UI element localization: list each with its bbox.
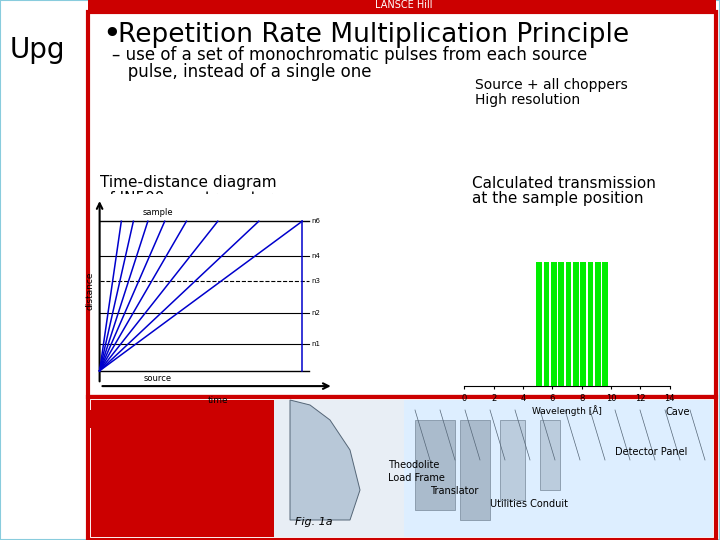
Text: Time-distance diagram: Time-distance diagram <box>100 176 276 191</box>
Text: – use of a set of monochromatic pulses from each source: – use of a set of monochromatic pulses f… <box>112 46 588 64</box>
X-axis label: Wavelength [Å]: Wavelength [Å] <box>532 406 602 416</box>
Bar <box>603 262 608 386</box>
Bar <box>551 262 557 386</box>
Text: Theodolite: Theodolite <box>388 460 439 470</box>
Text: Translator: Translator <box>430 486 478 496</box>
Bar <box>274 400 404 537</box>
Text: Upg: Upg <box>10 36 66 64</box>
Text: Calculated transmission: Calculated transmission <box>472 176 656 191</box>
Text: Cave: Cave <box>665 407 690 417</box>
Bar <box>540 420 560 490</box>
Text: at the sample position: at the sample position <box>472 191 644 206</box>
Bar <box>88 397 716 540</box>
Bar <box>573 262 579 386</box>
Text: LANSCE Hill: LANSCE Hill <box>375 0 433 10</box>
Bar <box>274 400 713 537</box>
Bar <box>536 262 542 386</box>
Text: pulse, instead of a single one: pulse, instead of a single one <box>112 63 372 81</box>
Text: Utilities Conduit: Utilities Conduit <box>490 499 568 509</box>
Bar <box>404 400 713 537</box>
Bar <box>558 262 564 386</box>
Text: n4: n4 <box>312 253 320 259</box>
Text: n1: n1 <box>312 341 321 347</box>
Text: •: • <box>102 19 121 51</box>
Bar <box>566 262 571 386</box>
Text: sample: sample <box>142 208 173 218</box>
Text: Fig. 1a: Fig. 1a <box>295 517 333 527</box>
Text: Load Frame: Load Frame <box>388 473 445 483</box>
Text: of IN500 spectrometer: of IN500 spectrometer <box>100 191 273 206</box>
Text: time: time <box>207 396 228 404</box>
Text: Detector Panel: Detector Panel <box>615 447 688 457</box>
Bar <box>460 420 490 520</box>
Text: Source + all choppers: Source + all choppers <box>475 78 628 92</box>
Text: source: source <box>143 374 171 383</box>
Text: n6: n6 <box>312 218 321 224</box>
Bar <box>595 262 600 386</box>
Text: High resolution: High resolution <box>475 93 580 107</box>
Polygon shape <box>290 400 360 520</box>
Bar <box>588 262 593 386</box>
Bar <box>91 400 274 537</box>
Bar <box>544 262 549 386</box>
Bar <box>500 420 525 500</box>
Bar <box>88 0 716 10</box>
Bar <box>580 262 586 386</box>
Text: n2: n2 <box>312 310 320 316</box>
Text: n3: n3 <box>312 278 321 284</box>
Text: distance: distance <box>86 271 94 309</box>
Bar <box>88 12 716 397</box>
Bar <box>415 420 455 510</box>
Text: Repetition Rate Multiplication Principle: Repetition Rate Multiplication Principle <box>118 22 629 48</box>
Bar <box>88 410 106 428</box>
